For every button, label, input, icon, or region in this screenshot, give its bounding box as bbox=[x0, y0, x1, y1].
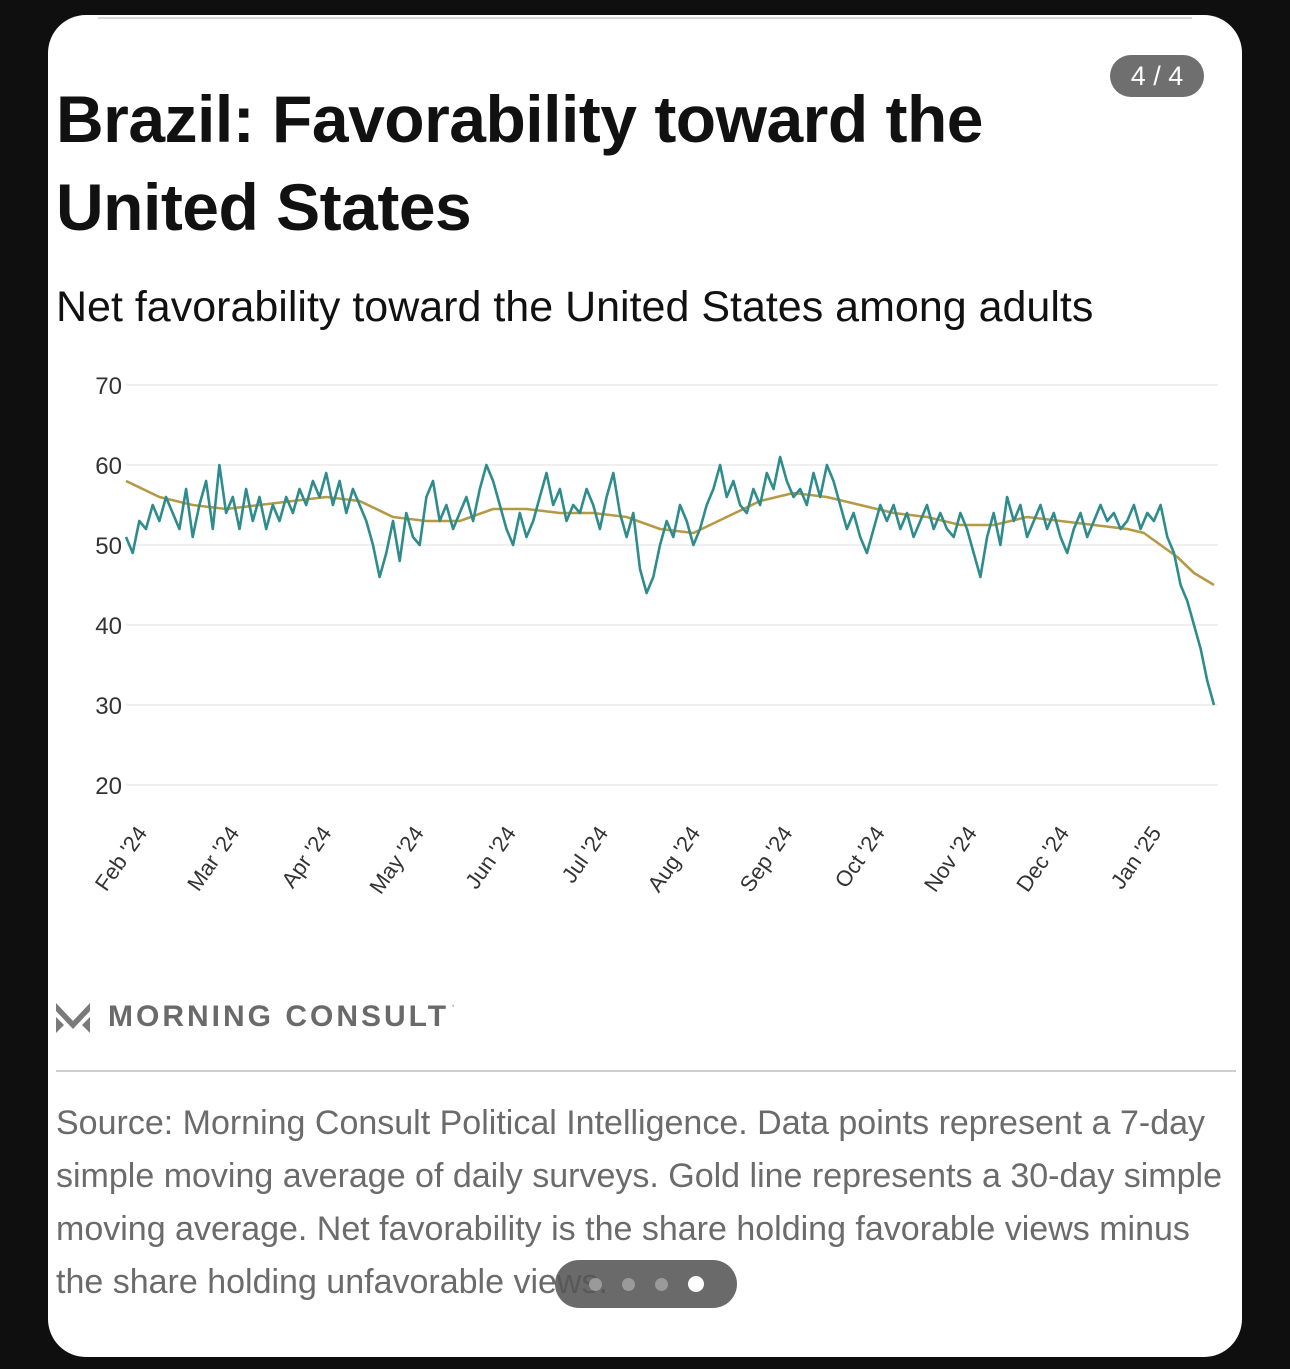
y-tick-label: 40 bbox=[95, 613, 122, 640]
x-tick-label: Aug '24 bbox=[642, 822, 705, 897]
footer-divider bbox=[56, 1070, 1236, 1072]
line-chart: 70 60 50 40 30 20 Feb '24 Mar '24 Apr '24 May '2… bbox=[90, 373, 1218, 899]
x-tick-label: Nov '24 bbox=[919, 822, 982, 897]
y-axis-ticks: 70 60 50 40 30 20 bbox=[95, 373, 122, 800]
chart-card: 4 / 4 Brazil: Favorability toward the Un… bbox=[48, 15, 1242, 1357]
chart-subtitle: Net favorability toward the United State… bbox=[56, 283, 1094, 331]
x-tick-label: Mar '24 bbox=[182, 822, 244, 896]
pager-dot[interactable] bbox=[621, 1277, 635, 1291]
brand-mark: · bbox=[451, 998, 456, 1012]
x-tick-label: Dec '24 bbox=[1011, 822, 1074, 897]
pager-dot[interactable] bbox=[687, 1276, 704, 1292]
x-tick-label: Sep '24 bbox=[735, 822, 798, 897]
y-tick-label: 20 bbox=[95, 773, 122, 800]
chart-title: Brazil: Favorability toward the United S… bbox=[56, 82, 984, 244]
x-tick-label: Jun '24 bbox=[460, 822, 521, 894]
y-tick-label: 60 bbox=[95, 453, 122, 480]
morning-consult-logo-icon bbox=[56, 1003, 90, 1033]
pager-dot[interactable] bbox=[654, 1277, 668, 1291]
series-line-30-day-average bbox=[125, 479, 1215, 587]
x-tick-label: May '24 bbox=[364, 822, 428, 899]
y-tick-label: 50 bbox=[95, 533, 122, 560]
grid-lines bbox=[126, 384, 1218, 786]
source-note: Source: Morning Consult Political Intell… bbox=[56, 1104, 1222, 1301]
y-tick-label: 30 bbox=[95, 693, 122, 720]
page-counter-badge: 4 / 4 bbox=[1110, 55, 1204, 97]
x-tick-label: Jul '24 bbox=[557, 822, 614, 888]
x-tick-label: Oct '24 bbox=[830, 822, 890, 893]
x-tick-label: Feb '24 bbox=[90, 822, 152, 896]
top-divider bbox=[98, 17, 1192, 19]
x-tick-label: Jan '25 bbox=[1106, 822, 1167, 894]
series-line-daily bbox=[124, 455, 1216, 706]
x-tick-label: Apr '24 bbox=[276, 822, 336, 893]
series-lines bbox=[124, 455, 1216, 706]
x-axis-ticks: Feb '24 Mar '24 Apr '24 May '24 Jun '24 Jul '… bbox=[90, 822, 1166, 899]
pager-dot[interactable] bbox=[588, 1277, 602, 1291]
brand-name: MORNING CONSULT bbox=[108, 1000, 450, 1033]
brand-logo: MORNING CONSULT · bbox=[54, 997, 455, 1037]
y-tick-label: 70 bbox=[95, 373, 122, 400]
carousel-pager[interactable] bbox=[555, 1260, 737, 1308]
